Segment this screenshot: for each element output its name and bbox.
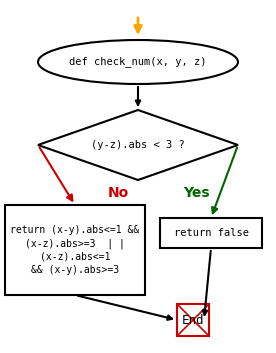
Ellipse shape xyxy=(38,40,238,84)
Bar xyxy=(160,218,262,248)
Text: def check_num(x, y, z): def check_num(x, y, z) xyxy=(69,56,207,67)
Text: No: No xyxy=(107,186,129,200)
Bar xyxy=(5,205,145,295)
Text: return (x-y).abs<=1 &&
(x-z).abs>=3  | |
(x-z).abs<=1
&& (x-y).abs>=3: return (x-y).abs<=1 && (x-z).abs>=3 | | … xyxy=(10,225,140,275)
Bar xyxy=(177,304,209,336)
Text: Yes: Yes xyxy=(183,186,209,200)
Polygon shape xyxy=(38,110,238,180)
Text: End: End xyxy=(182,313,204,327)
Text: (y-z).abs < 3 ?: (y-z).abs < 3 ? xyxy=(91,140,185,150)
Text: return false: return false xyxy=(174,228,248,238)
